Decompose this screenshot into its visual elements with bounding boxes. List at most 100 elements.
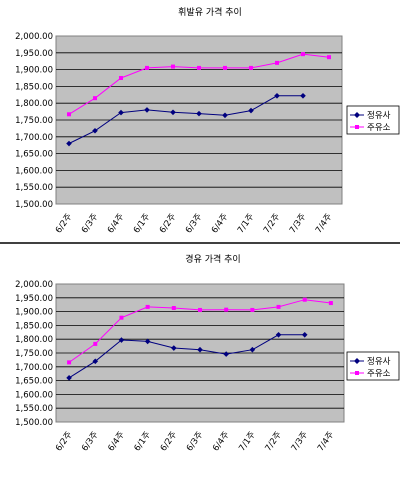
- x-tick-label: 6/3주: [184, 212, 205, 235]
- y-tick-label: 1,900.00: [15, 308, 53, 318]
- legend-label-station: 주유소: [367, 369, 391, 379]
- x-tick-label: 6/2주: [159, 430, 180, 453]
- legend-label-refinery: 정유사: [367, 356, 391, 367]
- data-point: [302, 297, 307, 302]
- data-point: [223, 65, 227, 70]
- y-tick-label: 2,000.00: [15, 280, 53, 290]
- x-tick-label: 6/1주: [133, 430, 154, 453]
- y-axis-tick-labels: 1,500.00 1,550.00 1,600.00 1,650.00 1,700.00…: [15, 280, 53, 428]
- x-tick-label: 7/4주: [316, 430, 337, 453]
- data-point: [118, 109, 124, 116]
- y-tick-label: 1,700.00: [15, 363, 53, 373]
- x-tick-label: 7/3주: [288, 212, 309, 235]
- y-tick-label: 1,500.00: [15, 200, 53, 210]
- data-point: [118, 337, 125, 343]
- data-point: [197, 65, 201, 70]
- data-point: [92, 127, 98, 134]
- y-tick-label: 1,650.00: [15, 150, 53, 160]
- x-tick-label: 6/2주: [158, 212, 179, 235]
- data-point: [66, 375, 72, 381]
- data-point: [328, 301, 333, 306]
- x-tick-label: 7/2주: [262, 212, 283, 235]
- x-axis-tick-labels: 6/2주 6/3주 6/4주 6/1주 6/2주 6/3주 6/4주 7/1주 7/2주 7/3주…: [54, 212, 335, 235]
- legend-box: [346, 105, 400, 135]
- x-tick-label: 7/1주: [236, 212, 257, 235]
- legend: 정유사 주유소: [346, 105, 400, 135]
- data-point: [249, 346, 256, 353]
- y-tick-label: 1,900.00: [15, 66, 53, 76]
- gridlines: [56, 297, 344, 409]
- x-tick-label: 6/3주: [185, 430, 206, 453]
- legend: 정유사 주유소: [346, 351, 400, 381]
- data-point: [250, 307, 255, 312]
- data-point: [223, 351, 229, 357]
- data-point: [300, 93, 306, 99]
- data-point: [196, 110, 202, 117]
- data-point: [171, 64, 175, 69]
- data-point: [67, 360, 72, 365]
- data-point: [145, 65, 149, 70]
- x-tick-label: 6/4주: [106, 212, 127, 235]
- y-tick-label: 1,500.00: [15, 418, 53, 428]
- x-axis-tick-labels: 6/2주 6/3주 6/4주 6/1주 6/2주 6/3주 6/4주 7/1주 7/2주 7/3주…: [54, 430, 336, 453]
- data-point: [274, 93, 280, 99]
- y-tick-label: 1,550.00: [15, 183, 53, 193]
- y-tick-label: 1,850.00: [15, 321, 53, 331]
- x-tick-label: 7/4주: [314, 212, 335, 235]
- y-tick-label: 1,700.00: [15, 133, 53, 143]
- x-tick-label: 6/4주: [106, 430, 127, 453]
- y-tick-label: 1,800.00: [15, 99, 53, 109]
- x-tick-label: 6/2주: [54, 430, 75, 453]
- y-tick-label: 1,750.00: [15, 116, 53, 126]
- diesel-price-chart: 경유 가격 추이 1,500.00 1,550.00 1,600.00 1,650.0…: [15, 253, 400, 453]
- data-point: [66, 140, 72, 147]
- y-tick-label: 2,000.00: [15, 32, 53, 42]
- x-tick-label: 6/2주: [54, 212, 75, 235]
- data-point: [197, 346, 203, 353]
- data-point: [198, 307, 202, 312]
- series-lines: [66, 52, 331, 147]
- x-tick-label: 7/2주: [263, 430, 284, 453]
- x-tick-label: 6/3주: [80, 430, 101, 453]
- y-tick-label: 1,800.00: [15, 335, 53, 345]
- y-tick-label: 1,650.00: [15, 377, 53, 387]
- data-point: [92, 358, 99, 365]
- x-tick-label: 6/4주: [210, 212, 231, 235]
- x-tick-label: 6/3주: [80, 212, 101, 235]
- data-point: [93, 96, 97, 101]
- data-point: [93, 341, 98, 346]
- x-tick-label: 7/1주: [237, 430, 258, 453]
- legend-label-refinery: 정유사: [367, 110, 391, 121]
- chart-title: 경유 가격 추이: [185, 253, 240, 265]
- x-tick-label: 6/4주: [211, 430, 232, 453]
- gridlines: [56, 52, 342, 188]
- y-tick-label: 1,950.00: [15, 49, 53, 59]
- data-point: [276, 304, 281, 309]
- y-tick-label: 1,600.00: [15, 166, 53, 176]
- data-point: [249, 65, 253, 70]
- data-point: [301, 331, 308, 338]
- data-point: [144, 338, 151, 345]
- data-point: [327, 55, 331, 60]
- data-point: [119, 315, 124, 320]
- data-point: [224, 307, 229, 312]
- legend-box: [346, 351, 400, 381]
- y-tick-label: 1,750.00: [15, 349, 53, 359]
- data-point: [171, 306, 176, 311]
- y-tick-label: 1,550.00: [15, 404, 53, 414]
- x-tick-label: 6/1주: [132, 212, 153, 235]
- y-tick-label: 1,600.00: [15, 390, 53, 400]
- data-point: [222, 112, 228, 119]
- y-axis-tick-labels: 1,500.00 1,550.00 1,600.00 1,650.00 1,700.00…: [15, 32, 53, 210]
- x-tick-label: 7/3주: [290, 430, 311, 453]
- data-point: [67, 112, 71, 117]
- data-point: [144, 107, 150, 113]
- data-point: [170, 109, 176, 116]
- series-line-0: [68, 95, 303, 144]
- chart-title: 휘발유 가격 추이: [178, 6, 242, 18]
- data-point: [301, 52, 305, 57]
- legend-label-station: 주유소: [367, 123, 391, 133]
- legend-marker-refinery: [354, 112, 360, 118]
- y-tick-label: 1,850.00: [15, 82, 53, 92]
